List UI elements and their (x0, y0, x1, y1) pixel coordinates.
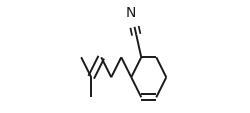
Text: N: N (126, 6, 136, 20)
